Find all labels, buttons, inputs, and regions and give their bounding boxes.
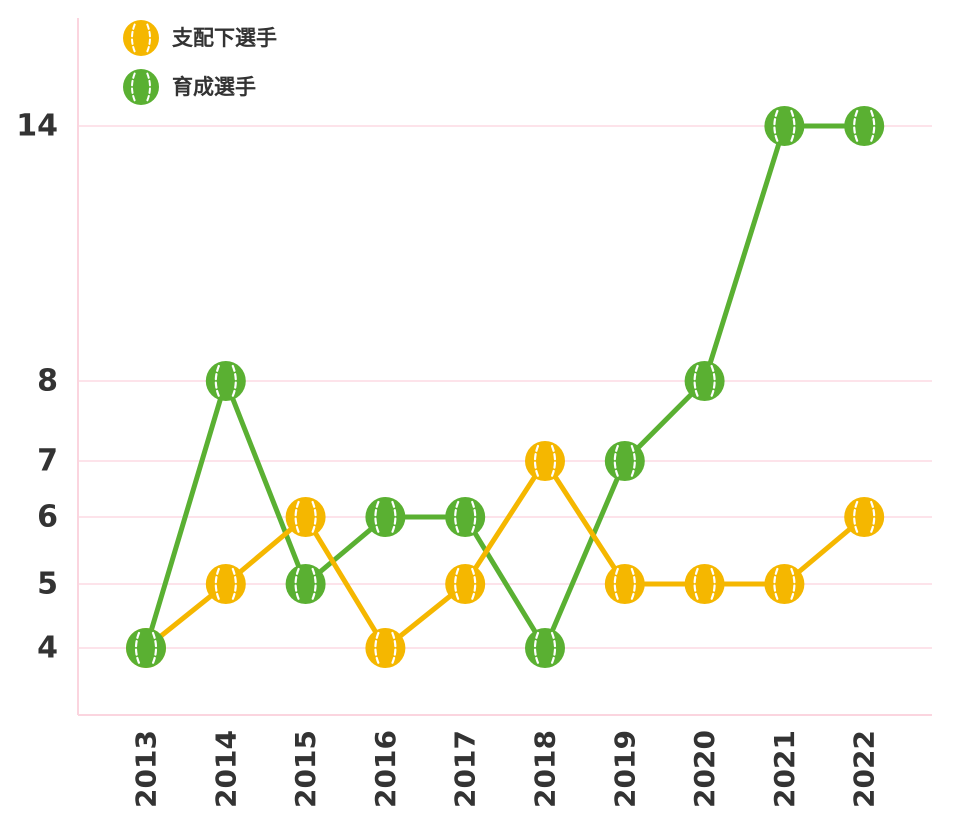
data-point [126, 628, 166, 668]
legend-label: 育成選手 [172, 75, 256, 99]
x-axis-ticks: 2013 2014 2015 2016 2017 2018 2019 2020 2021 2022 [130, 730, 881, 808]
data-point [525, 628, 565, 668]
data-point [365, 628, 406, 668]
legend-marker [123, 69, 159, 105]
legend-label: 支配下選手 [172, 26, 277, 50]
x-tick-label: 2021 [768, 730, 801, 808]
data-point [684, 564, 725, 604]
x-tick-label: 2020 [688, 730, 721, 808]
data-point [285, 564, 326, 604]
series-points [126, 106, 885, 668]
data-point [604, 441, 645, 481]
x-tick-label: 2015 [289, 730, 322, 808]
series-line [144, 458, 866, 651]
x-tick-label: 2017 [449, 730, 482, 808]
x-tick-label: 2016 [369, 730, 402, 808]
y-tick-label: 4 [37, 631, 58, 666]
y-tick-label: 14 [16, 109, 58, 144]
series-line [143, 123, 865, 651]
y-tick-label: 6 [37, 500, 58, 535]
y-tick-label: 5 [37, 567, 58, 602]
data-point [604, 564, 645, 604]
data-point [764, 106, 805, 146]
x-tick-label: 2014 [209, 730, 242, 808]
data-point [365, 497, 406, 537]
data-point [285, 497, 326, 537]
x-tick-label: 2022 [848, 730, 881, 808]
x-tick-label: 2019 [608, 730, 641, 808]
axes [77, 18, 932, 716]
series-lines [143, 123, 866, 651]
data-point [205, 564, 246, 604]
y-axis-ticks: 4 5 6 7 8 14 [16, 109, 58, 666]
x-tick-label: 2018 [529, 730, 562, 808]
data-point [844, 497, 885, 537]
data-point [205, 361, 246, 401]
data-point [445, 564, 486, 604]
x-tick-label: 2013 [130, 730, 163, 808]
y-tick-label: 7 [37, 444, 58, 479]
y-tick-label: 8 [37, 364, 58, 399]
data-point [445, 497, 486, 537]
legend-marker [123, 20, 159, 56]
data-point [525, 441, 565, 481]
data-point [844, 106, 885, 146]
data-point [684, 361, 725, 401]
data-point [764, 564, 805, 604]
